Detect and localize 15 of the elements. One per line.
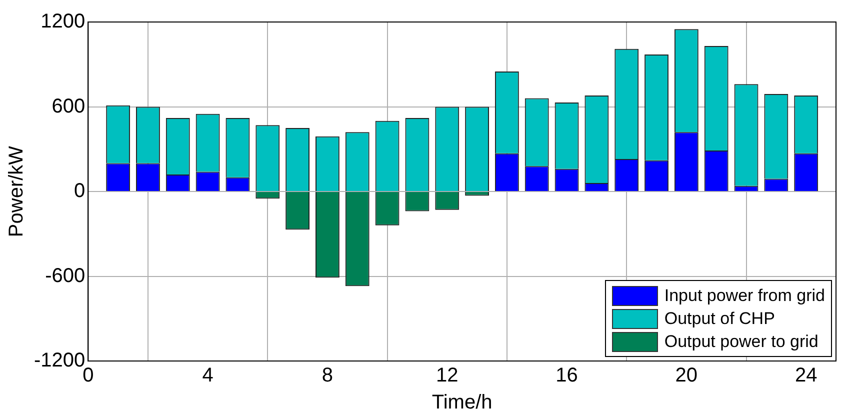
x-tick-label: 4 [202, 364, 214, 387]
legend-label: Output power to grid [664, 331, 818, 353]
y-tick-label: 1200 [40, 10, 86, 33]
legend-label: Input power from grid [664, 285, 825, 307]
x-tick-label: 24 [794, 364, 818, 387]
x-tick-label: 20 [675, 364, 698, 387]
legend-label: Output of CHP [664, 308, 775, 330]
x-axis-title: Time/h [432, 392, 492, 414]
x-tick-label: 16 [556, 364, 578, 387]
y-tick-label: -600 [45, 264, 86, 287]
y-tick-label: 600 [52, 95, 86, 118]
x-tick-label: 8 [322, 364, 334, 387]
y-axis-title: Power/kW [6, 146, 28, 238]
x-tick-label: 12 [436, 364, 458, 387]
y-tick-label: 0 [74, 180, 86, 202]
